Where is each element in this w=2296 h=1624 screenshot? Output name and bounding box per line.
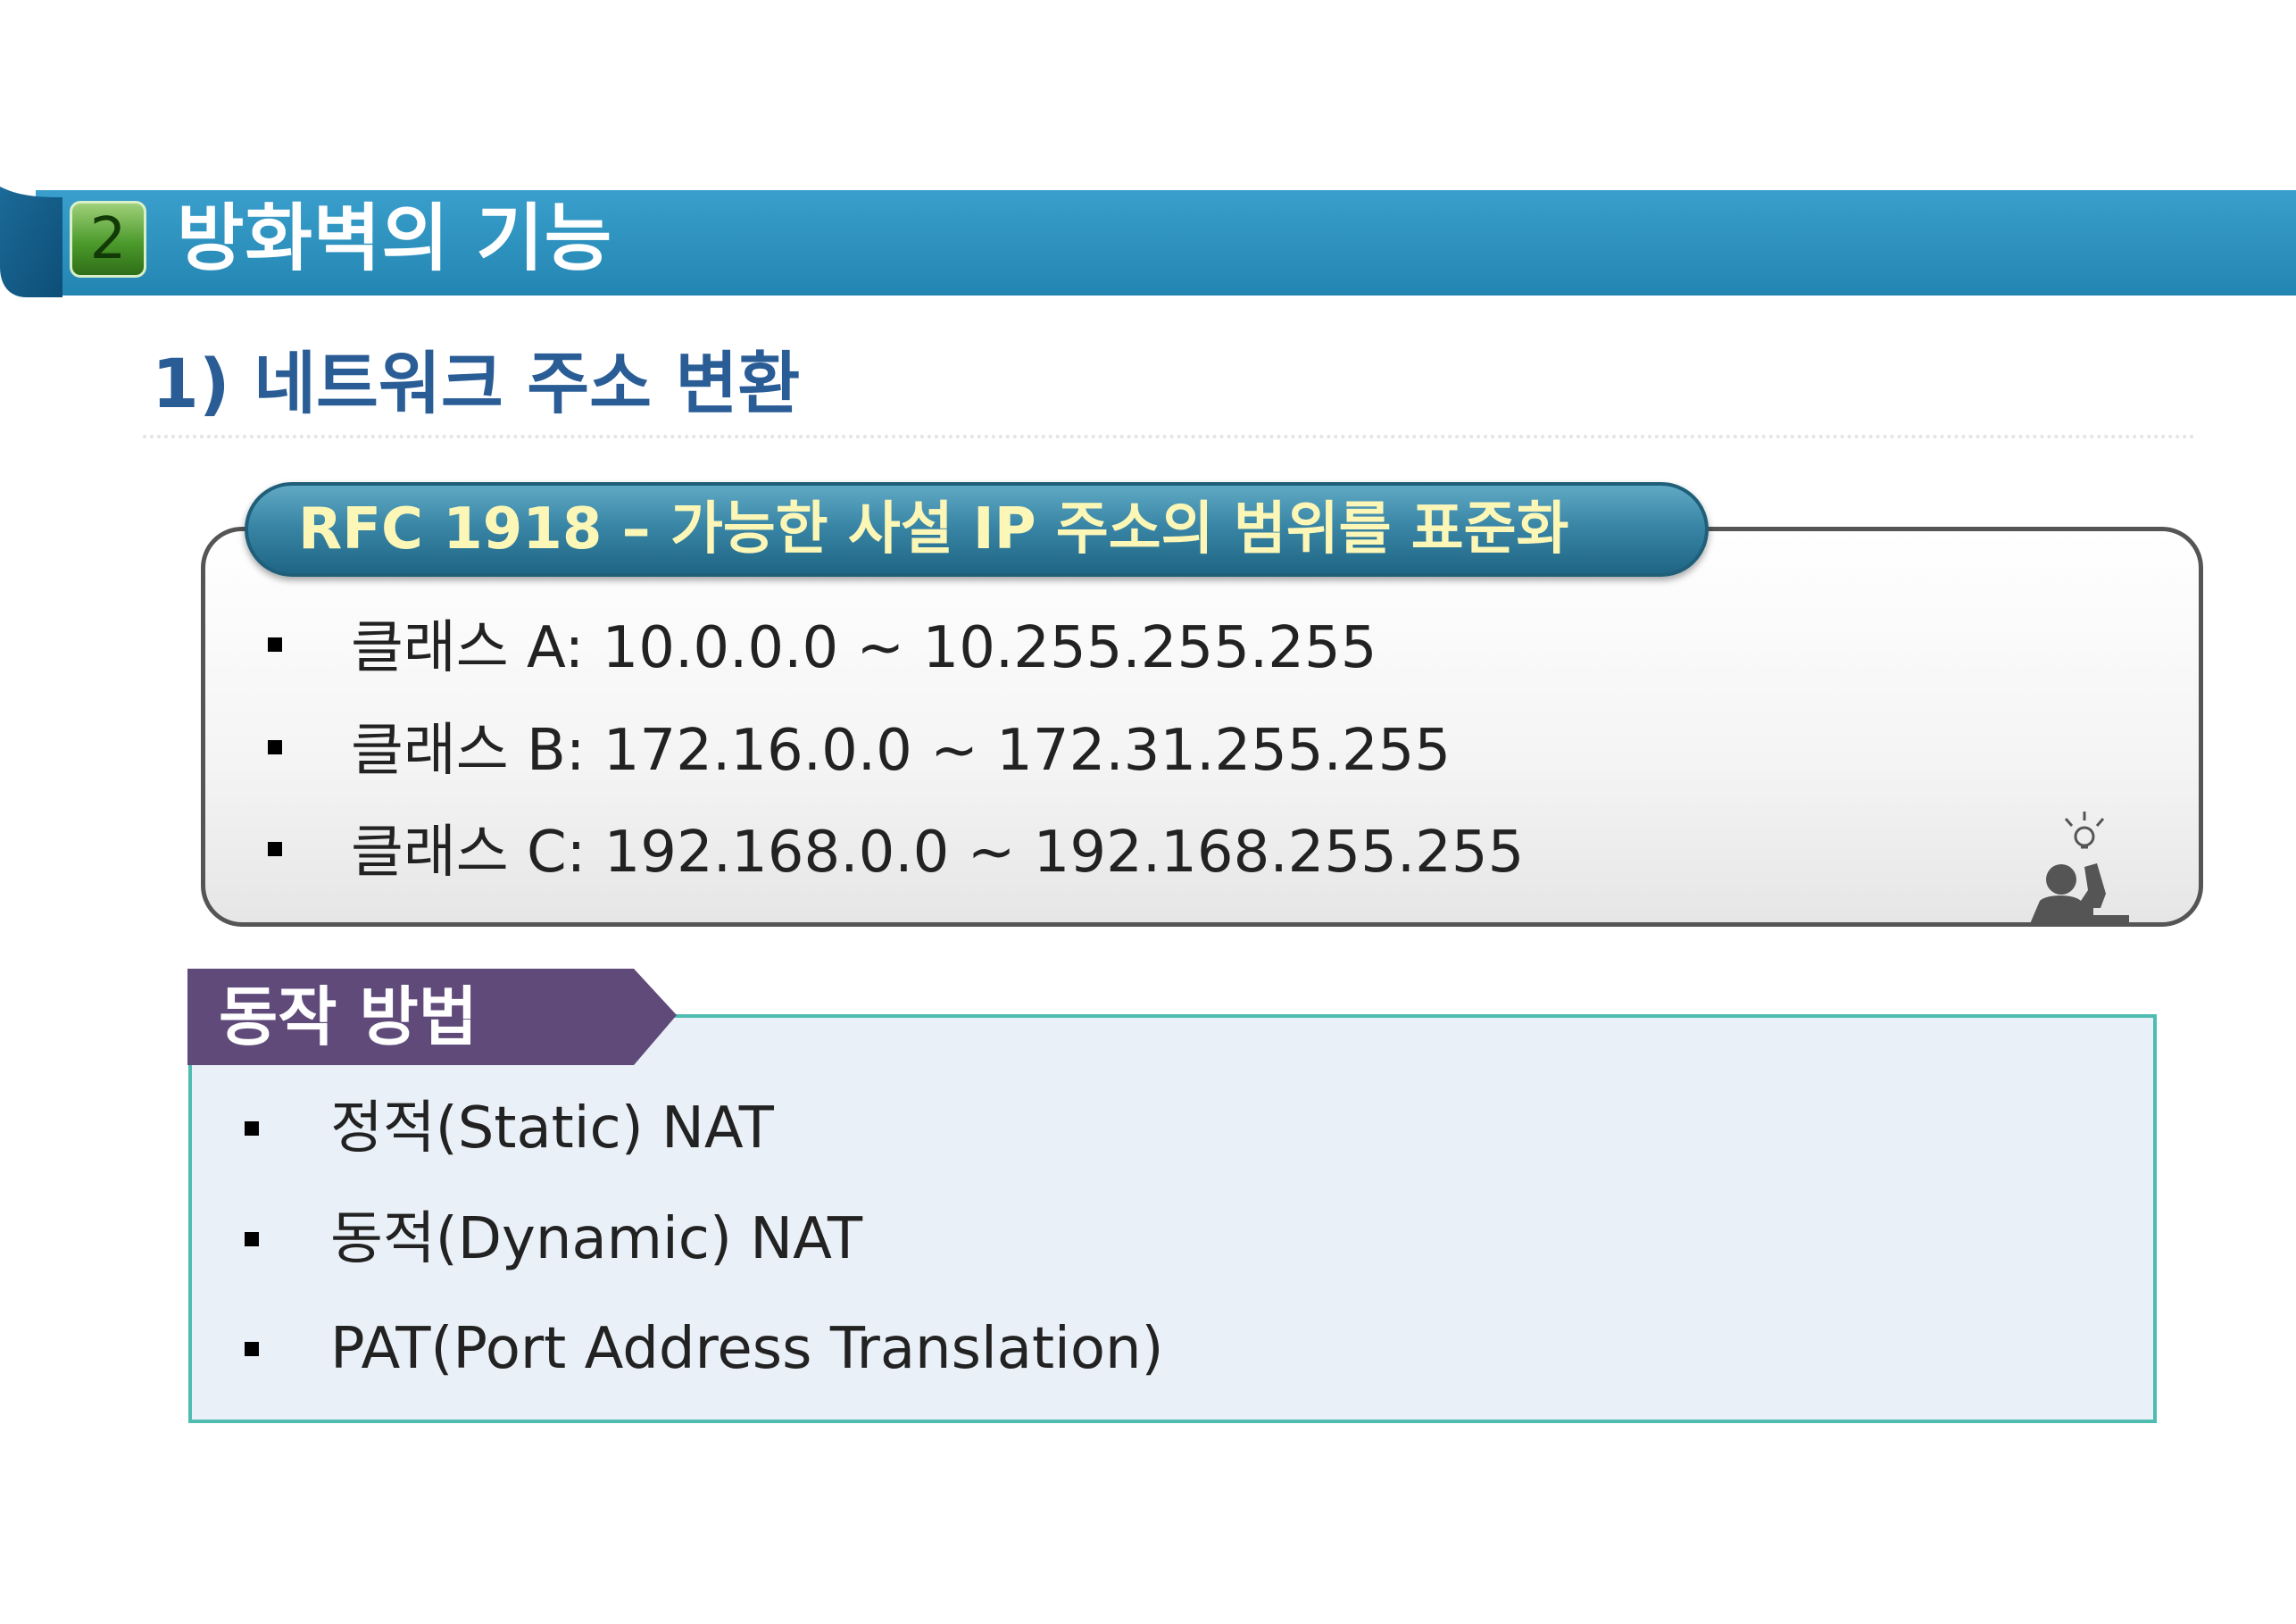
operation-title: 동작 방법 — [219, 979, 478, 1054]
operation-tab-shape — [187, 969, 677, 1065]
rfc-box — [201, 527, 2203, 927]
bullet-icon — [245, 1121, 259, 1136]
operation-item-pat: PAT(Port Address Translation) — [330, 1316, 1164, 1382]
bullet-icon — [268, 637, 282, 652]
subtitle-divider — [143, 435, 2196, 438]
bullet-icon — [245, 1342, 259, 1356]
operation-item-dynamic-nat: 동적(Dynamic) NAT — [330, 1206, 863, 1272]
operation-item-static-nat: 정적(Static) NAT — [330, 1095, 774, 1162]
rfc-item-class-a: 클래스 A: 10.0.0.0 ~ 10.255.255.255 — [351, 615, 1377, 681]
rfc-title-pill — [245, 482, 1709, 577]
section-title: 방화벽의 기능 — [177, 196, 613, 281]
bullet-icon — [245, 1232, 259, 1246]
page-subtitle: 1) 네트워크 주소 변환 — [152, 344, 801, 423]
rfc-item-class-c: 클래스 C: 192.168.0.0 ~ 192.168.255.255 — [351, 820, 1525, 886]
rfc-item-class-b: 클래스 B: 172.16.0.0 ~ 172.31.255.255 — [351, 718, 1452, 784]
bullet-icon — [268, 842, 282, 856]
bullet-icon — [268, 740, 282, 754]
operation-box — [188, 1014, 2157, 1423]
rfc-title: RFC 1918 – 가능한 사설 IP 주소의 범위를 표준화 — [298, 496, 1569, 562]
section-number-badge: 2 — [70, 201, 146, 278]
section-header-bar — [0, 187, 2296, 297]
header-bar-shape — [0, 187, 2296, 297]
idea-person-icon — [2029, 812, 2129, 926]
